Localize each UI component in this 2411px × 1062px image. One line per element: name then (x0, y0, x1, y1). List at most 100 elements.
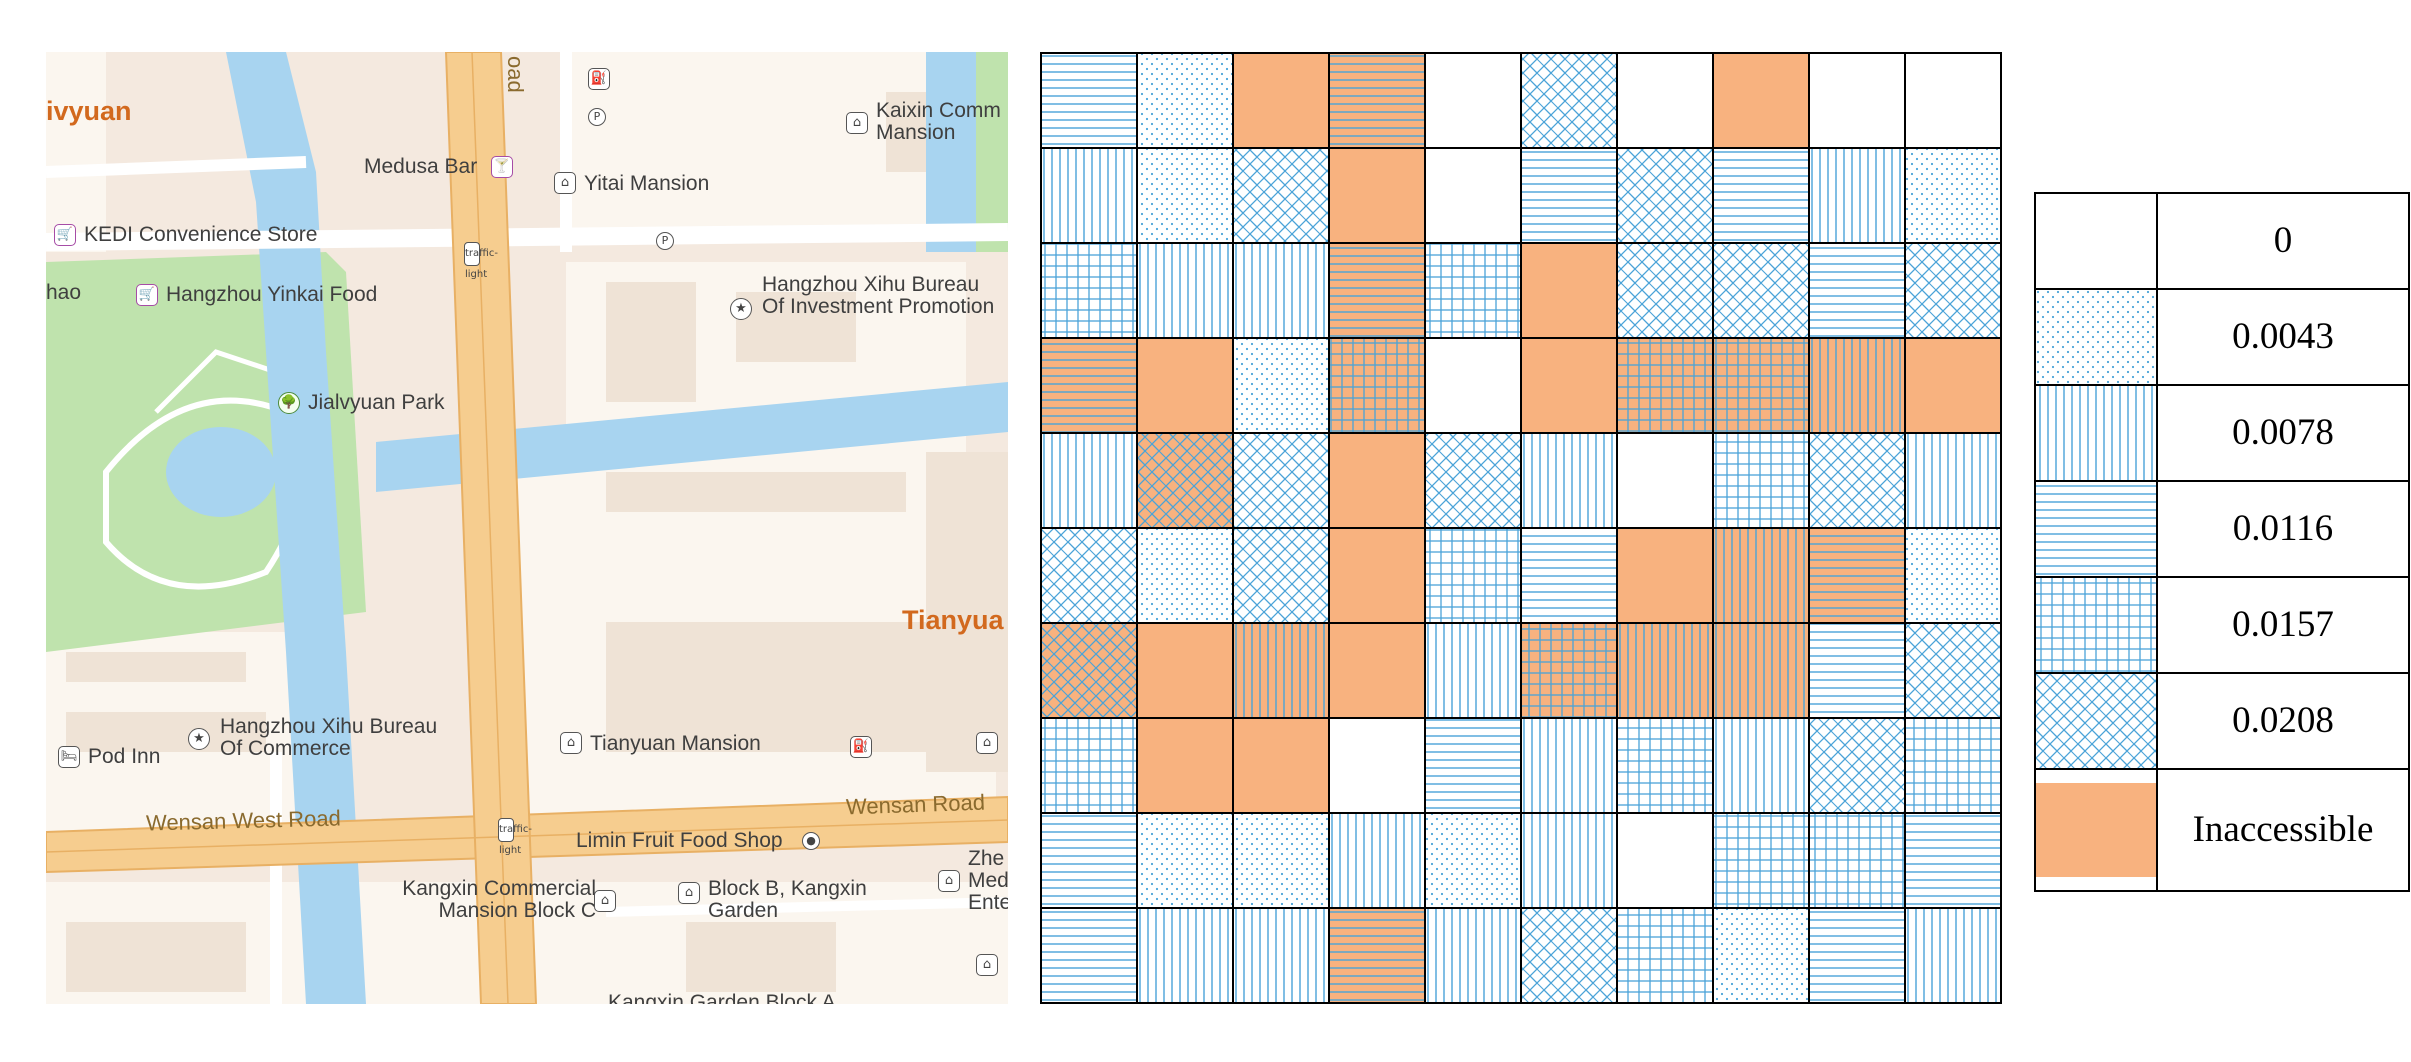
poi-label-kangxin-commercial[interactable]: Kangxin Commercial Mansion Block C (402, 877, 596, 922)
gas-station-icon[interactable]: ⛽ (850, 736, 872, 758)
grid-cell (1904, 337, 2002, 434)
grid-cell (1712, 52, 1810, 149)
grid-cell (1232, 717, 1330, 814)
bar-icon[interactable]: 🍸 (491, 156, 513, 178)
building-icon[interactable]: ⌂ (846, 112, 868, 134)
building-icon[interactable]: ⌂ (976, 732, 998, 754)
grid-cell (1808, 907, 1906, 1004)
grid-cell (1712, 242, 1810, 339)
map-base (46, 52, 1008, 1004)
poi-label-pod-inn[interactable]: Pod Inn (88, 745, 161, 768)
legend-row: 0 (2034, 192, 2410, 290)
grid-cell (1232, 527, 1330, 624)
shop-icon[interactable]: 🛒 (54, 224, 76, 246)
grid-cell (1712, 147, 1810, 244)
grid-cell (1328, 527, 1426, 624)
poi-label-kangxin-block-a[interactable]: Kangxin Garden Block A (608, 991, 836, 1005)
grid-cell (1712, 337, 1810, 434)
legend-row: 0.0078 (2034, 384, 2410, 482)
grid-cell (1232, 622, 1330, 719)
poi-label-hao: hao (46, 281, 82, 304)
grid-cell (1904, 907, 2002, 1004)
grid-cell (1424, 717, 1522, 814)
grid-cell (1232, 432, 1330, 529)
poi-label-medusa-bar[interactable]: Medusa Bar (364, 155, 478, 178)
grid-cell (1712, 527, 1810, 624)
grid-cell (1712, 812, 1810, 909)
legend-swatch (2034, 192, 2158, 290)
grid-cell (1424, 527, 1522, 624)
grid-cell (1232, 242, 1330, 339)
grid-cell (1616, 337, 1714, 434)
grid-cell (1424, 52, 1522, 149)
grid-cell (1136, 907, 1234, 1004)
grid-cell (1808, 527, 1906, 624)
building-icon[interactable]: ⌂ (560, 732, 582, 754)
grid-cell (1424, 242, 1522, 339)
grid-cell (1040, 527, 1138, 624)
poi-label-yitai-mansion[interactable]: Yitai Mansion (584, 172, 710, 195)
poi-label-jialvyuan-park[interactable]: Jialvyuan Park (308, 391, 445, 414)
map-panel[interactable]: ivyuan Tianyua oad Wensan West Road Wens… (46, 52, 1008, 1004)
grid-cell (1904, 717, 2002, 814)
building-icon[interactable]: ⌂ (938, 870, 960, 892)
poi-label-yinkai-food[interactable]: Hangzhou Yinkai Food (166, 283, 378, 306)
building-icon[interactable]: ⌂ (554, 172, 576, 194)
hotel-icon[interactable]: 🛏 (58, 746, 80, 768)
grid-cell (1904, 622, 2002, 719)
legend-label: 0.0043 (2156, 288, 2410, 386)
grid-cell (1424, 147, 1522, 244)
grid-cell (1712, 907, 1810, 1004)
poi-label-limin-fruit[interactable]: Limin Fruit Food Shop (576, 829, 783, 852)
grid-cell (1616, 812, 1714, 909)
grid-cell (1808, 147, 1906, 244)
park-icon[interactable]: 🌳 (278, 392, 300, 414)
building-icon[interactable]: ⌂ (594, 890, 616, 912)
grid-cell (1136, 337, 1234, 434)
grid-cell (1520, 242, 1618, 339)
legend-row: 0.0043 (2034, 288, 2410, 386)
legend-row: 0.0157 (2034, 576, 2410, 674)
grid-cell (1424, 907, 1522, 1004)
parking-icon[interactable]: P (656, 232, 674, 250)
gas-station-icon[interactable]: ⛽ (588, 68, 610, 90)
district-label-right: Tianyua (902, 605, 1004, 635)
poi-label-zhe[interactable]: Zhe Med Ente (968, 847, 1008, 914)
grid-cell (1904, 52, 2002, 149)
poi-label-tianyuan-mansion[interactable]: Tianyuan Mansion (590, 732, 761, 755)
legend-swatch (2034, 672, 2158, 770)
grid-cell (1712, 432, 1810, 529)
legend-row: 0.0116 (2034, 480, 2410, 578)
grid-cell (1232, 52, 1330, 149)
poi-label-kedi-store[interactable]: KEDI Convenience Store (84, 223, 318, 246)
grid-cell (1424, 622, 1522, 719)
grid-cell (1136, 622, 1234, 719)
legend-swatch (2034, 576, 2158, 674)
government-icon[interactable]: ★ (188, 728, 210, 750)
building-icon[interactable]: ⌂ (678, 882, 700, 904)
grid-cell (1904, 242, 2002, 339)
legend-swatch (2034, 480, 2158, 578)
grid-cell (1328, 147, 1426, 244)
poi-label-kaixin-comm[interactable]: Kaixin Comm Mansion (876, 99, 1001, 144)
shop-dot-icon[interactable]: ● (802, 832, 820, 850)
road-label-vertical: oad (503, 56, 528, 93)
grid-cell (1520, 52, 1618, 149)
grid-cell (1520, 622, 1618, 719)
grid-cell (1040, 337, 1138, 434)
poi-label-block-b[interactable]: Block B, Kangxin Garden (708, 877, 867, 922)
grid-cell (1136, 147, 1234, 244)
grid-cell (1520, 527, 1618, 624)
government-icon[interactable]: ★ (730, 298, 752, 320)
poi-label-xihu-commerce[interactable]: Hangzhou Xihu Bureau Of Commerce (220, 715, 438, 760)
grid-cell (1232, 147, 1330, 244)
shop-icon[interactable]: 🛒 (136, 284, 158, 306)
legend: 0 0.0043 0.0078 0.0116 0.0157 0.0208 Inaccessi… (2034, 192, 2410, 892)
grid-cell (1616, 242, 1714, 339)
parking-icon[interactable]: P (588, 108, 606, 126)
grid-cell (1616, 432, 1714, 529)
building-icon[interactable]: ⌂ (976, 954, 998, 976)
poi-label-xihu-investment[interactable]: Hangzhou Xihu Bureau Of Investment Promo… (762, 273, 995, 318)
grid-cell (1328, 812, 1426, 909)
grid-cell (1040, 907, 1138, 1004)
